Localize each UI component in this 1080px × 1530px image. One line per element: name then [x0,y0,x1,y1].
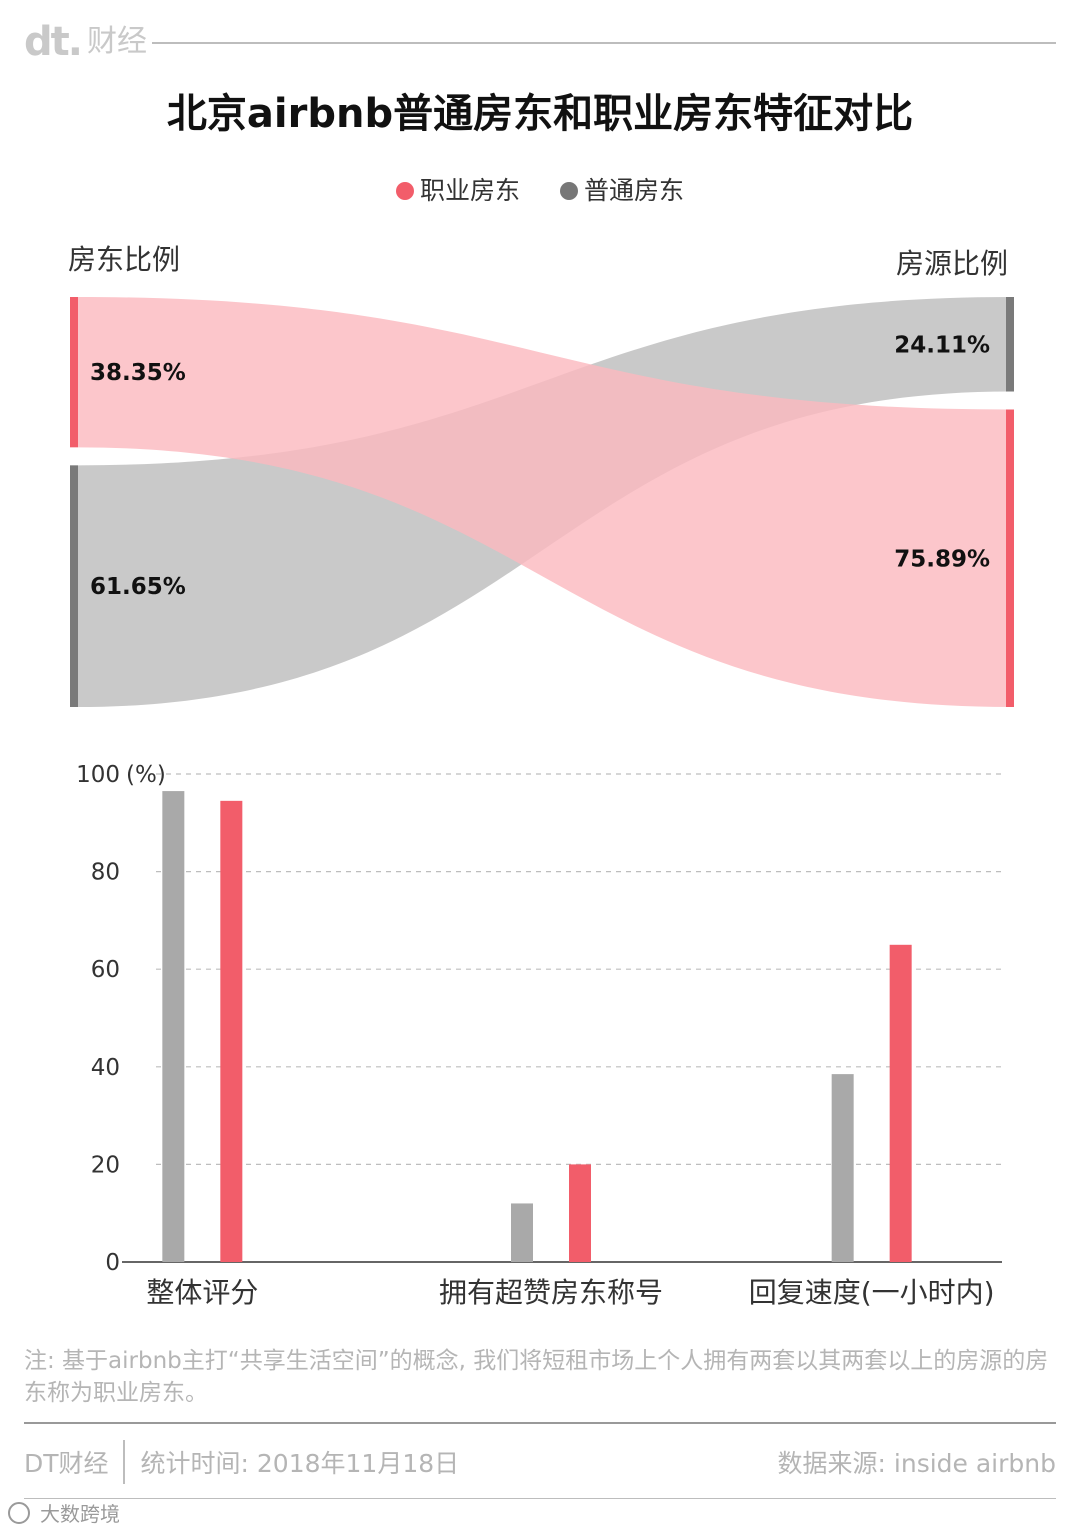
footer-stat-time: 统计时间: 2018年11月18日 [140,1449,460,1478]
sankey-right-node-0 [1006,297,1014,392]
bar-regular-1 [511,1203,533,1262]
bar-pro-0 [220,800,243,1262]
footer-separator [122,1440,125,1484]
y-tick-label-100: 100 [76,762,120,788]
footer: DT财经 统计时间: 2018年11月18日 数据来源: inside airb… [24,1440,1056,1484]
y-tick-label-80: 80 [91,860,120,886]
x-category-label-0: 整体评分 [146,1276,258,1309]
watermark-text: 大数跨境 [40,1502,120,1526]
sankey-left-label-1: 61.65% [90,574,186,600]
legend-item-pro: 职业房东 [395,174,520,208]
legend-item-regular: 普通房东 [560,174,684,208]
sankey-left-node-1 [70,465,78,707]
header-divider [152,42,1056,44]
footer-divider-top [24,1422,1056,1424]
sankey-right-label-1: 75.89% [894,546,990,572]
y-tick-label-0: 0 [105,1250,120,1276]
sankey-right-title: 房源比例 [895,247,1008,280]
legend-dot-regular [560,182,578,200]
brand-logo: dt. [24,19,83,65]
brand-header: dt. 财经 [24,22,147,62]
legend-dot-pro [395,182,414,200]
y-tick-label-20: 20 [91,1152,120,1178]
sankey-left-label-0: 38.35% [90,360,186,386]
legend-label-pro: 职业房东 [419,176,520,205]
sankey-flow-pro [78,297,1010,707]
footnote: 注: 基于airbnb主打“共享生活空间”的概念, 我们将短租市场上个人拥有两套… [24,1348,1049,1406]
x-category-label-1: 拥有超赞房东称号 [439,1276,663,1309]
bar-chart: 0 20 40 60 80 100 (%) 整体评分 拥有超赞房东称号 回复速度(一小时内) [76,762,1002,1309]
y-unit-label: (%) [126,762,166,788]
x-category-label-2: 回复速度(一小时内) [749,1276,995,1309]
bar-pro-2 [889,944,912,1262]
legend: 职业房东 普通房东 [0,174,1080,208]
bar-regular-2 [831,1074,854,1262]
chart-title: 北京airbnb普通房东和职业房东特征对比 [166,91,914,137]
y-tick-label-40: 40 [91,1055,120,1081]
y-tick-label-60: 60 [91,957,120,983]
sankey-right-label-0: 24.11% [894,332,990,358]
brand-name: 财经 [86,24,147,59]
footer-brand: DT财经 [24,1449,109,1478]
legend-label-regular: 普通房东 [584,176,685,205]
bar-pro-1 [569,1164,591,1262]
bar-regular-0 [162,791,185,1262]
watermark-icon [8,1501,30,1524]
sankey-left-title: 房东比例 [68,243,181,276]
sankey-left-node-0 [70,297,78,448]
footer-source: 数据来源: inside airbnb [777,1449,1056,1478]
sankey-right-node-1 [1006,409,1014,707]
watermark: 大数跨境 [8,1498,120,1527]
footer-divider-bottom [24,1498,1056,1499]
sankey-chart: 38.35% 61.65% 24.11% 75.89% [70,297,1014,707]
